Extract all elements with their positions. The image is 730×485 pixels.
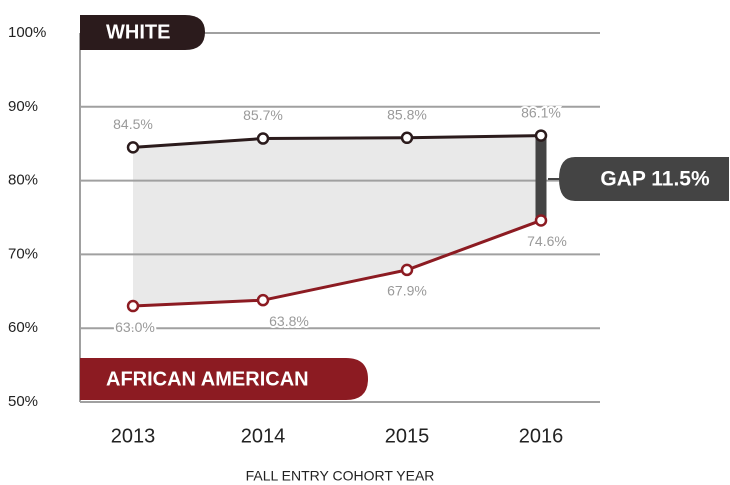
x-tick-label: 2014 [241,425,286,447]
point-marker [534,129,548,142]
gap-tab [548,157,729,201]
x-tick-label: 2013 [111,425,156,447]
y-tick-label: 50% [8,393,38,410]
value-label: 85.8% [387,106,427,122]
value-label: 74.6% [527,233,567,249]
gap-label: GAP 11.5% [600,168,710,191]
point-marker [126,141,140,154]
legend-tab [80,358,368,400]
y-tick-label: 100% [8,24,46,41]
value-label: 63.8% [269,313,309,329]
point-marker [126,299,140,313]
point-marker [534,214,548,227]
value-label: 85.7% [243,107,283,123]
value-label: 67.9% [387,283,427,299]
x-tick-label: 2015 [385,425,430,447]
y-tick-label: 90% [8,98,38,115]
point-marker [256,293,270,307]
legend-tab [80,15,205,50]
value-label: 63.0% [115,319,155,335]
x-axis-label: FALL ENTRY COHORT YEAR [246,468,435,484]
gap-area [133,135,541,307]
series-line [132,134,542,149]
y-tick-label: 80% [8,172,38,189]
y-tick-label: 60% [8,319,38,336]
legend-label: AFRICAN AMERICAN [106,368,309,390]
point-marker [400,131,414,145]
point-marker [256,132,270,145]
point-marker [400,263,414,277]
series-line [132,219,542,308]
value-label: 84.5% [113,116,153,132]
y-tick-label: 70% [8,245,38,262]
value-label: 86.1% [521,104,561,120]
x-tick-label: 2016 [519,425,564,447]
legend-label: WHITE [106,21,170,43]
